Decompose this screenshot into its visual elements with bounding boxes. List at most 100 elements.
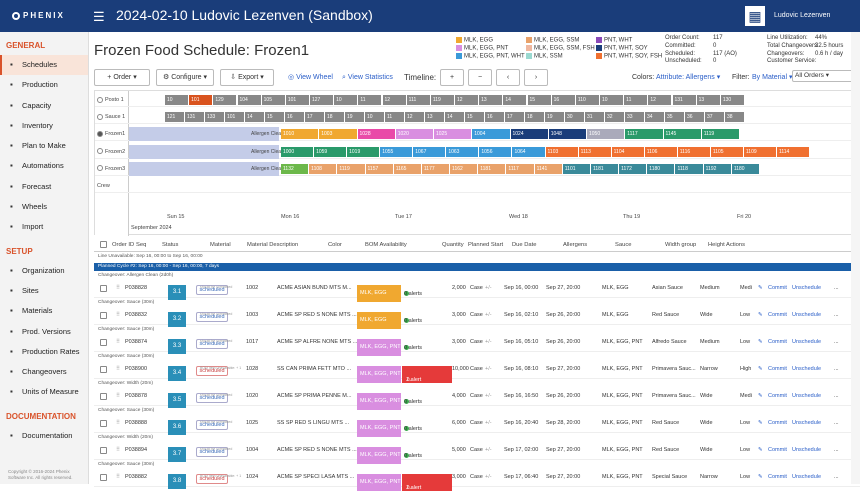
qty-stepper-icon[interactable]: +/- [485, 285, 492, 291]
order-id[interactable]: P038894 [125, 447, 148, 453]
table-row[interactable]: ⠿ P038828 3.1 scheduled should be committed 1… [94, 279, 860, 302]
drag-handle-icon[interactable]: ⠿ [116, 285, 121, 291]
more-icon[interactable]: ... [834, 285, 839, 291]
column-header[interactable]: Color [328, 242, 342, 248]
column-header[interactable]: Width group [665, 242, 697, 248]
gantt-bar[interactable]: 13 [425, 112, 444, 123]
gantt-bar[interactable]: 18 [325, 112, 344, 123]
order-id[interactable]: P038900 [125, 366, 148, 372]
qty-stepper-icon[interactable]: +/- [485, 366, 492, 372]
order-id[interactable]: P038882 [125, 474, 148, 480]
gantt-bar[interactable]: 13 [479, 95, 503, 106]
unschedule-button[interactable]: Unschedule [792, 339, 822, 345]
gantt-bar[interactable]: 101 [225, 112, 244, 123]
quantity[interactable]: 3,000 [452, 312, 466, 318]
column-header[interactable]: Allergens [563, 242, 588, 248]
row-checkbox[interactable] [100, 420, 107, 427]
gantt-bar[interactable]: 1172 [619, 163, 647, 174]
gantt-bar[interactable]: 1181 [590, 163, 619, 174]
gantt-bar[interactable]: 1056 [479, 146, 512, 157]
gantt-bar[interactable]: 1101 [562, 163, 590, 174]
row-checkbox[interactable] [100, 312, 107, 319]
table-row[interactable]: ⠿ P038832 3.2 scheduled should be committed 1… [94, 306, 860, 329]
gantt-bar[interactable]: 12 [455, 95, 479, 106]
status-badge[interactable]: scheduled [196, 420, 228, 430]
gantt-bar[interactable]: 30 [565, 112, 584, 123]
gantt-bar[interactable]: 32 [605, 112, 624, 123]
sidebar-item-organization[interactable]: ▪ Organization [0, 261, 88, 281]
sidebar-item-sites[interactable]: ▪ Sites [0, 281, 88, 301]
commit-button[interactable]: Commit [768, 474, 787, 480]
export-button[interactable]: ⇩ Export ▾ [220, 69, 274, 86]
status-badge[interactable]: scheduled [196, 285, 228, 295]
gantt-bar[interactable]: 1048 [548, 129, 586, 140]
gantt-bar[interactable]: 1024 [510, 129, 548, 140]
gantt-bar[interactable]: 1113 [578, 146, 611, 157]
gantt-bar[interactable]: 104 [237, 95, 261, 106]
gantt-bar[interactable]: 1145 [663, 129, 701, 140]
menu-icon[interactable]: ☰ [93, 9, 105, 24]
gantt-bar[interactable]: 133 [205, 112, 224, 123]
line-radio[interactable] [97, 148, 103, 155]
gantt-bar[interactable]: 1059 [314, 146, 347, 157]
user-name[interactable]: Ludovic Lezenven [774, 12, 831, 19]
drag-handle-icon[interactable]: ⠿ [116, 393, 121, 399]
status-badge[interactable]: scheduled [196, 312, 228, 322]
edit-icon[interactable]: ✎ [758, 339, 763, 345]
quantity[interactable]: 4,000 [452, 393, 466, 399]
gantt-bar[interactable]: 11 [385, 112, 404, 123]
timeline-prev-button[interactable]: ‹ [496, 69, 520, 86]
gantt-bar[interactable]: 1103 [545, 146, 578, 157]
gantt-bar[interactable]: 14 [445, 112, 464, 123]
gantt-bar[interactable]: 127 [310, 95, 334, 106]
row-checkbox[interactable] [100, 339, 107, 346]
gantt-bar[interactable]: 111 [406, 95, 430, 106]
gantt-bar[interactable]: 1025 [434, 129, 472, 140]
gantt-bar[interactable]: 12 [405, 112, 424, 123]
table-row[interactable]: ⠿ P038882 3.8 scheduled BOM item unavailable… [94, 468, 860, 491]
edit-icon[interactable]: ✎ [758, 312, 763, 318]
table-row[interactable]: ⠿ P038874 3.3 scheduled should be committed 1… [94, 333, 860, 356]
line-radio[interactable] [97, 113, 103, 120]
quantity[interactable]: 3,000 [452, 474, 466, 480]
gantt-bar[interactable]: 10 [165, 95, 189, 106]
commit-button[interactable]: Commit [768, 339, 787, 345]
colors-attribute-link[interactable]: Attribute: Allergens ▾ [656, 69, 720, 86]
gantt-bar[interactable]: 1067 [413, 146, 446, 157]
sidebar-item-changeovers[interactable]: ▪ Changeovers [0, 362, 88, 382]
gantt-bar[interactable]: 1020 [395, 129, 433, 140]
line-radio[interactable] [97, 165, 103, 172]
gantt-bar[interactable]: 1141 [534, 163, 562, 174]
column-header[interactable]: BOM Availability [365, 242, 407, 248]
app-logo[interactable]: PHENIX [12, 11, 65, 20]
zoom-in-button[interactable]: + [440, 69, 464, 86]
gantt-bar[interactable]: 1180 [647, 163, 675, 174]
gantt-bar[interactable]: 101 [189, 95, 213, 106]
gantt-bar[interactable]: 1114 [776, 146, 809, 157]
gantt-bar[interactable]: 105 [261, 95, 285, 106]
more-icon[interactable]: ... [834, 339, 839, 345]
column-header[interactable]: Sauce [615, 242, 632, 248]
more-icon[interactable]: ... [834, 393, 839, 399]
drag-handle-icon[interactable]: ⠿ [116, 366, 121, 372]
zoom-out-button[interactable]: − [468, 69, 492, 86]
quantity[interactable]: 5,000 [452, 447, 466, 453]
gantt-bar[interactable]: 35 [665, 112, 684, 123]
sidebar-item-materials[interactable]: ▪ Materials [0, 301, 88, 321]
add-order-button[interactable]: + Order ▾ [94, 69, 150, 86]
column-header[interactable]: Height [708, 242, 725, 248]
line-radio[interactable] [97, 131, 103, 138]
edit-icon[interactable]: ✎ [758, 420, 763, 426]
view-wheel-link[interactable]: ◎ View Wheel [288, 69, 333, 86]
orders-filter-select[interactable]: All Orders ▾ [792, 70, 856, 82]
more-icon[interactable]: ... [834, 447, 839, 453]
column-header[interactable]: Planned Start [468, 242, 504, 248]
sidebar-item-wheels[interactable]: ▪ Wheels [0, 197, 88, 217]
gantt-bar[interactable]: 1019 [347, 146, 380, 157]
sidebar-item-plan-to-make[interactable]: ▪ Plan to Make [0, 136, 88, 156]
gantt-bar[interactable]: 1105 [710, 146, 743, 157]
gantt-bar[interactable]: 19 [545, 112, 564, 123]
row-checkbox[interactable] [100, 366, 107, 373]
sidebar-item-production-rates[interactable]: ▪ Production Rates [0, 342, 88, 362]
gantt-bar[interactable]: 101 [285, 95, 309, 106]
